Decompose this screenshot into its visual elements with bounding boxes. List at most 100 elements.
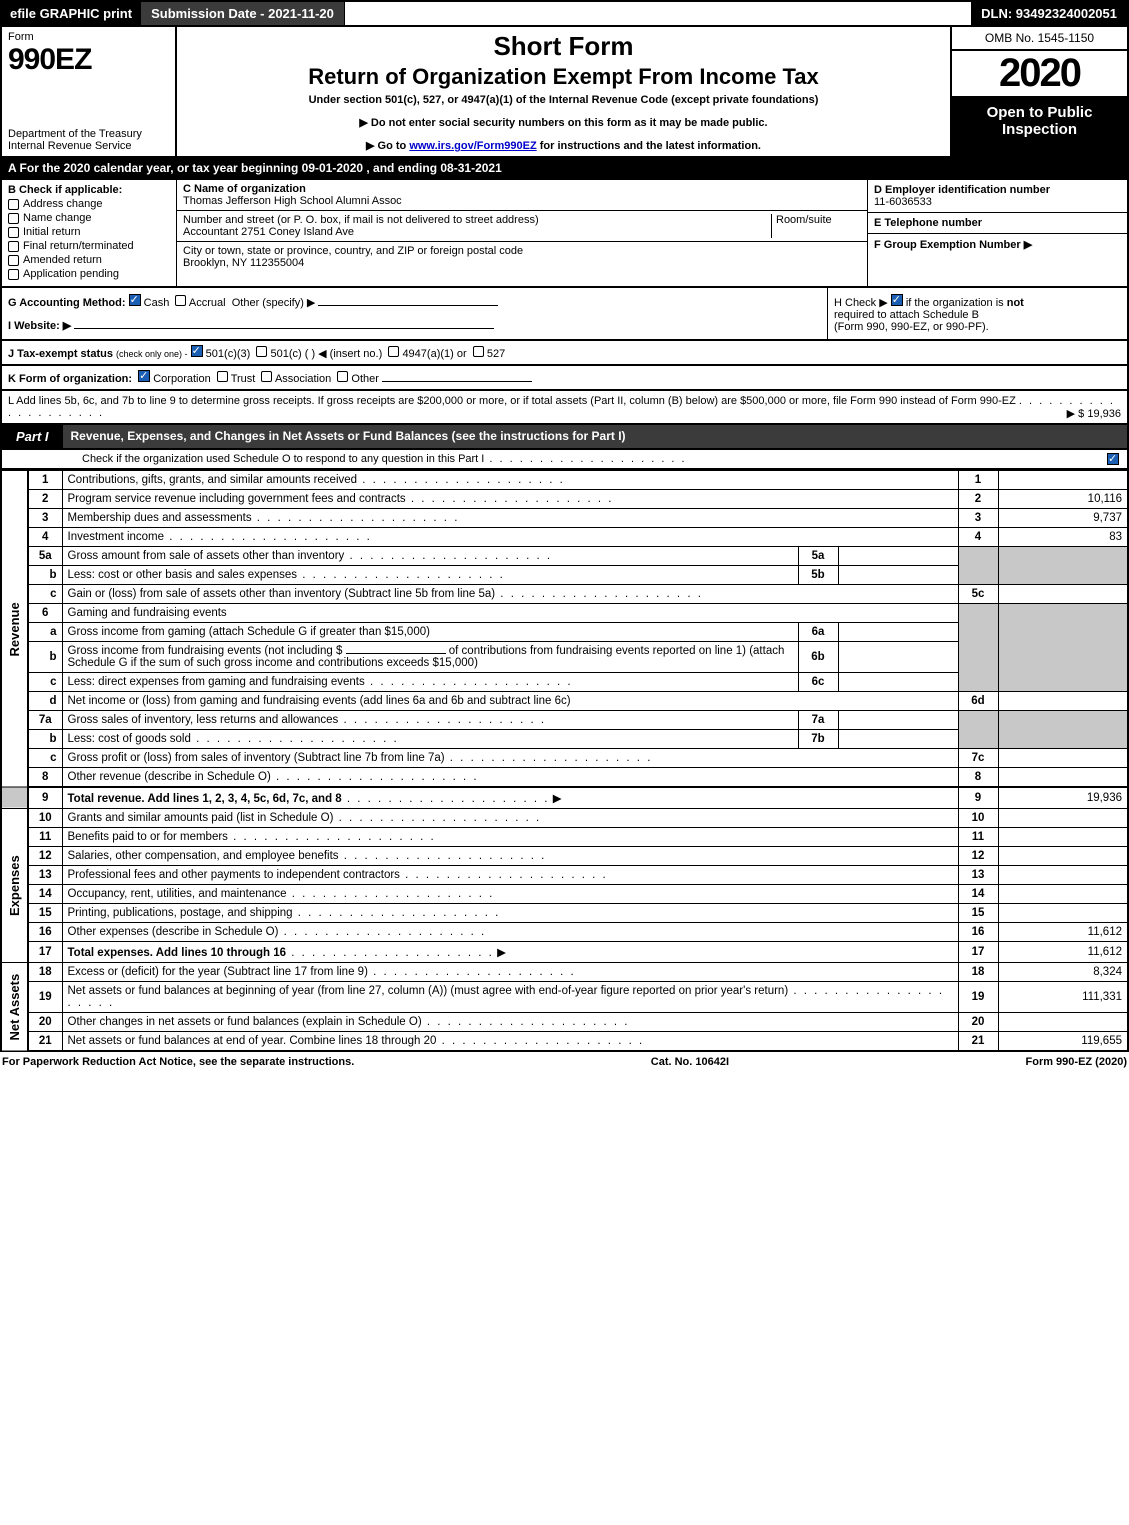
desc: Gross amount from sale of assets other t… xyxy=(68,550,345,562)
desc: Net assets or fund balances at beginning… xyxy=(68,985,789,997)
table-row: 4 Investment income 4 83 xyxy=(1,528,1128,547)
b-label: B Check if applicable: xyxy=(8,184,170,196)
ln: c xyxy=(28,673,62,692)
desc: Gain or (loss) from sale of assets other… xyxy=(68,588,496,600)
chk-cash[interactable] xyxy=(129,294,141,306)
chk-application-pending[interactable] xyxy=(8,269,19,280)
table-row: 6 Gaming and fundraising events xyxy=(1,604,1128,623)
val: 11,612 xyxy=(998,942,1128,963)
efile-print-button[interactable]: efile GRAPHIC print xyxy=(2,2,141,25)
header-right: OMB No. 1545-1150 2020 Open to Public In… xyxy=(952,27,1127,156)
info-block: B Check if applicable: Address change Na… xyxy=(0,180,1129,288)
chk-final-return[interactable] xyxy=(8,241,19,252)
mini-val xyxy=(838,547,958,566)
desc: Other expenses (describe in Schedule O) xyxy=(68,926,279,938)
desc: Professional fees and other payments to … xyxy=(68,869,400,881)
table-row: 3 Membership dues and assessments 3 9,73… xyxy=(1,509,1128,528)
chk-association[interactable] xyxy=(261,371,272,382)
chk-address-change[interactable] xyxy=(8,199,19,210)
l-row: L Add lines 5b, 6c, and 7b to line 9 to … xyxy=(0,391,1129,425)
form-header: Form 990EZ Department of the Treasury In… xyxy=(0,27,1129,158)
submission-date-button[interactable]: Submission Date - 2021-11-20 xyxy=(141,2,345,25)
desc: Printing, publications, postage, and shi… xyxy=(68,907,293,919)
side-revenue: Revenue xyxy=(1,471,28,788)
chk-schedule-b[interactable] xyxy=(891,294,903,306)
chk-527[interactable] xyxy=(473,346,484,357)
num: 7c xyxy=(958,749,998,768)
desc: Total revenue. Add lines 1, 2, 3, 4, 5c,… xyxy=(68,793,342,805)
part1-tab: Part I xyxy=(2,425,63,448)
g-other: Other (specify) ▶ xyxy=(232,297,316,309)
j-o4: 527 xyxy=(487,348,505,360)
h-text4: (Form 990, 990-EZ, or 990-PF). xyxy=(834,321,989,333)
irs-link[interactable]: www.irs.gov/Form990EZ xyxy=(409,140,536,152)
num: 8 xyxy=(958,768,998,788)
table-row: 9 Total revenue. Add lines 1, 2, 3, 4, 5… xyxy=(1,787,1128,809)
num: 2 xyxy=(958,490,998,509)
ln: 8 xyxy=(28,768,62,788)
chk-amended-return[interactable] xyxy=(8,255,19,266)
chk-corporation[interactable] xyxy=(138,370,150,382)
desc: Net income or (loss) from gaming and fun… xyxy=(62,692,958,711)
desc: Program service revenue including govern… xyxy=(68,493,406,505)
ln: 9 xyxy=(28,787,62,809)
ln: 18 xyxy=(28,963,62,982)
arrow-icon: ▶ xyxy=(497,947,506,959)
ln: 21 xyxy=(28,1032,62,1052)
mini-num: 6b xyxy=(798,642,838,673)
mini-num: 7b xyxy=(798,730,838,749)
ln: c xyxy=(28,585,62,604)
chk-schedule-o[interactable] xyxy=(1107,453,1119,465)
val: 9,737 xyxy=(998,509,1128,528)
mini-val xyxy=(838,730,958,749)
table-row: 2 Program service revenue including gove… xyxy=(1,490,1128,509)
desc: Gaming and fundraising events xyxy=(62,604,958,623)
ln: 12 xyxy=(28,847,62,866)
ein-value: 11-6036533 xyxy=(874,196,932,208)
num: 21 xyxy=(958,1032,998,1052)
mini-val xyxy=(838,711,958,730)
desc: Excess or (deficit) for the year (Subtra… xyxy=(68,966,368,978)
col-c: C Name of organization Thomas Jefferson … xyxy=(177,180,867,286)
mini-num: 7a xyxy=(798,711,838,730)
ln: a xyxy=(28,623,62,642)
ln: 4 xyxy=(28,528,62,547)
chk-4947[interactable] xyxy=(388,346,399,357)
chk-501c3[interactable] xyxy=(191,345,203,357)
l-text: L Add lines 5b, 6c, and 7b to line 9 to … xyxy=(8,395,1016,407)
table-row: Expenses 10 Grants and similar amounts p… xyxy=(1,809,1128,828)
c-city-label: City or town, state or province, country… xyxy=(183,245,523,257)
side-net-assets: Net Assets xyxy=(1,963,28,1052)
ln: 15 xyxy=(28,904,62,923)
chk-trust[interactable] xyxy=(217,371,228,382)
num: 3 xyxy=(958,509,998,528)
num: 5c xyxy=(958,585,998,604)
num: 19 xyxy=(958,982,998,1013)
col-b: B Check if applicable: Address change Na… xyxy=(2,180,177,286)
chk-name-change[interactable] xyxy=(8,213,19,224)
chk-accrual[interactable] xyxy=(175,295,186,306)
h-text1: H Check ▶ xyxy=(834,297,891,309)
val xyxy=(998,885,1128,904)
desc: Investment income xyxy=(68,531,165,543)
org-street: Accountant 2751 Coney Island Ave xyxy=(183,226,354,238)
desc: Gross sales of inventory, less returns a… xyxy=(68,714,339,726)
open-to-public: Open to Public Inspection xyxy=(952,98,1127,156)
table-row: 8 Other revenue (describe in Schedule O)… xyxy=(1,768,1128,788)
ln: c xyxy=(28,749,62,768)
opt-amended-return: Amended return xyxy=(23,254,102,266)
form-number: 990EZ xyxy=(8,43,169,77)
chk-other-org[interactable] xyxy=(337,371,348,382)
val: 111,331 xyxy=(998,982,1128,1013)
val: 119,655 xyxy=(998,1032,1128,1052)
desc: Less: direct expenses from gaming and fu… xyxy=(68,676,365,688)
chk-initial-return[interactable] xyxy=(8,227,19,238)
num: 15 xyxy=(958,904,998,923)
chk-501c[interactable] xyxy=(256,346,267,357)
val: 19,936 xyxy=(998,787,1128,809)
org-city: Brooklyn, NY 112355004 xyxy=(183,257,304,269)
num: 10 xyxy=(958,809,998,828)
opt-application-pending: Application pending xyxy=(23,268,119,280)
val: 83 xyxy=(998,528,1128,547)
num: 13 xyxy=(958,866,998,885)
